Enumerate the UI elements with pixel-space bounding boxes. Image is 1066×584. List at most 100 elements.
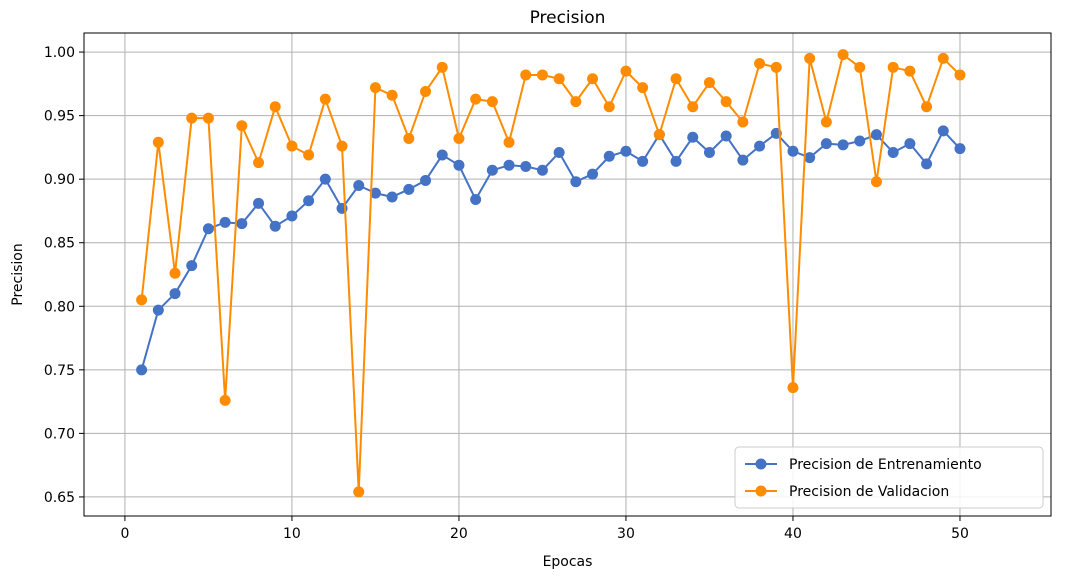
legend-swatch-marker xyxy=(755,458,767,470)
data-point xyxy=(804,152,816,164)
data-point xyxy=(503,159,515,171)
data-point xyxy=(703,77,715,89)
data-point xyxy=(253,157,265,169)
x-tick-label: 50 xyxy=(951,526,969,542)
data-point xyxy=(687,101,699,113)
data-point xyxy=(219,216,231,228)
data-point xyxy=(754,58,766,70)
data-point xyxy=(169,288,181,300)
data-point xyxy=(236,218,248,230)
data-point xyxy=(587,168,599,180)
data-point xyxy=(253,197,265,209)
data-point xyxy=(403,183,415,195)
data-point xyxy=(319,173,331,185)
data-point xyxy=(553,73,565,85)
data-point xyxy=(186,112,198,124)
data-point xyxy=(904,65,916,77)
data-point xyxy=(219,394,231,406)
legend-label: Precision de Validacion xyxy=(789,484,949,500)
data-point xyxy=(269,220,281,232)
data-point xyxy=(937,52,949,64)
data-point xyxy=(737,154,749,166)
series-2 xyxy=(136,49,966,498)
data-point xyxy=(620,145,632,157)
data-point xyxy=(637,82,649,94)
data-point xyxy=(837,49,849,61)
data-point xyxy=(603,101,615,113)
data-point xyxy=(603,150,615,162)
data-point xyxy=(152,136,164,148)
data-point xyxy=(804,52,816,64)
series-line xyxy=(140,53,961,493)
legend: Precision de Entrenamiento Precision de V… xyxy=(734,446,1044,509)
data-point xyxy=(787,382,799,394)
data-point xyxy=(319,93,331,105)
data-point xyxy=(937,125,949,137)
data-point xyxy=(269,101,281,113)
data-point xyxy=(770,61,782,73)
data-point xyxy=(353,180,365,192)
data-point xyxy=(403,132,415,144)
data-point xyxy=(453,132,465,144)
data-point xyxy=(553,146,565,158)
data-point xyxy=(854,135,866,147)
data-point xyxy=(420,85,432,97)
data-point xyxy=(954,143,966,155)
data-point xyxy=(887,146,899,158)
x-tick-label: 20 xyxy=(450,526,468,542)
data-point xyxy=(703,146,715,158)
y-tick-label: 0.65 xyxy=(44,490,75,506)
chart-title: Precision xyxy=(530,8,606,28)
y-tick-label: 1.00 xyxy=(44,45,75,61)
data-point xyxy=(904,138,916,150)
data-point xyxy=(303,149,315,161)
data-point xyxy=(303,195,315,207)
legend-swatch-marker xyxy=(755,485,767,497)
plot-frame xyxy=(83,32,1052,517)
x-tick-label: 0 xyxy=(120,526,129,542)
data-point xyxy=(486,164,498,176)
data-point xyxy=(386,191,398,203)
x-tick-label: 40 xyxy=(784,526,802,542)
data-point xyxy=(921,158,933,170)
data-point xyxy=(420,174,432,186)
data-point xyxy=(386,89,398,101)
data-point xyxy=(169,267,181,279)
data-point xyxy=(670,73,682,85)
y-axis-label: Precision xyxy=(10,243,26,305)
data-point xyxy=(520,160,532,172)
data-point xyxy=(202,223,214,235)
data-point xyxy=(369,82,381,94)
data-point xyxy=(202,112,214,124)
data-point xyxy=(236,120,248,132)
data-point xyxy=(620,65,632,77)
data-point xyxy=(837,139,849,151)
data-point xyxy=(152,304,164,316)
y-tick-label: 0.90 xyxy=(44,172,75,188)
x-axis-label: Epocas xyxy=(543,554,593,570)
y-tick-label: 0.70 xyxy=(44,426,75,442)
data-point xyxy=(820,116,832,128)
data-point xyxy=(653,129,665,141)
y-tick-label: 0.75 xyxy=(44,363,75,379)
x-tick-label: 10 xyxy=(283,526,301,542)
data-point xyxy=(887,61,899,73)
data-point xyxy=(536,69,548,81)
data-point xyxy=(470,194,482,206)
data-point xyxy=(136,364,148,376)
legend-label: Precision de Entrenamiento xyxy=(789,457,982,473)
data-point xyxy=(670,155,682,167)
data-point xyxy=(870,129,882,141)
data-point xyxy=(136,294,148,306)
series-group xyxy=(136,49,966,498)
data-point xyxy=(687,131,699,143)
data-point xyxy=(754,140,766,152)
data-point xyxy=(720,96,732,108)
data-point xyxy=(286,140,298,152)
data-point xyxy=(720,130,732,142)
data-point xyxy=(587,73,599,85)
data-point xyxy=(486,96,498,108)
data-point xyxy=(186,260,198,272)
y-tick-label: 0.85 xyxy=(44,236,75,252)
data-point xyxy=(637,155,649,167)
